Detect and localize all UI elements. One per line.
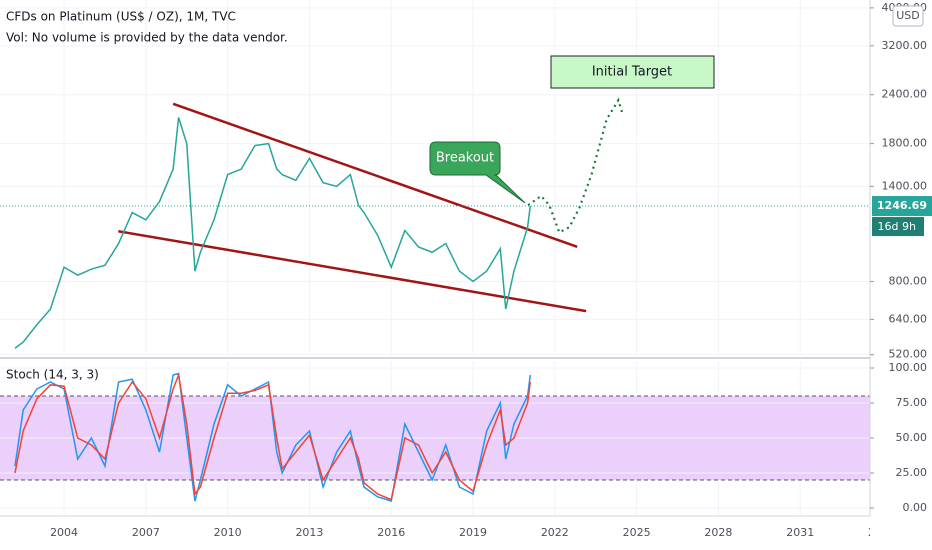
plot xyxy=(0,0,932,517)
axes: 2004 2007 2010 2013 2016 2019 2022 2025 2028 2031… xyxy=(50,0,932,550)
last-price-box xyxy=(872,196,932,217)
y-tick-label: 0.00 xyxy=(903,501,928,514)
currency-label: USD xyxy=(896,9,920,22)
chart-subtitle: Vol: No volume is provided by the data v… xyxy=(6,31,288,45)
price-line xyxy=(14,372,532,501)
x-tick-label: 2025 xyxy=(623,526,651,539)
chart-title: CFDs on Platinum (US$ / OZ), 1M, TVC xyxy=(6,10,236,24)
breakout-callout xyxy=(429,141,526,204)
y-tick-label: 3200.00 xyxy=(882,39,928,52)
y-tick-label: 50.00 xyxy=(896,431,928,444)
currency-box xyxy=(892,5,924,27)
countdown-box xyxy=(872,217,924,237)
trendline xyxy=(172,102,578,248)
y-tick-label: 75.00 xyxy=(896,396,928,409)
price-axis-bg xyxy=(870,0,932,550)
y-tick-label: 520.00 xyxy=(889,348,928,361)
y-tick-label: 800.00 xyxy=(889,274,928,287)
x-tick-label: 2028 xyxy=(704,526,732,539)
x-tick-label: 2004 xyxy=(50,526,78,539)
price-line xyxy=(14,117,532,349)
x-tick-label: 2013 xyxy=(295,526,323,539)
target-box xyxy=(550,55,715,89)
breakout-label: Breakout xyxy=(436,151,494,166)
y-tick-label: 2400.00 xyxy=(882,88,928,101)
projection-path xyxy=(527,97,625,234)
x-tick-label: 2007 xyxy=(132,526,160,539)
stoch-title: Stoch (14, 3, 3) xyxy=(6,368,99,382)
x-tick-label: 2019 xyxy=(459,526,487,539)
y-tick-label: 640.00 xyxy=(889,312,928,325)
x-tick-label: 2010 xyxy=(214,526,242,539)
last-price-label: 1246.69 xyxy=(877,199,927,212)
x-tick-label: 2022 xyxy=(541,526,569,539)
y-tick-label: 1800.00 xyxy=(882,137,928,150)
y-tick-label: 100.00 xyxy=(889,361,928,374)
annotations: Initial Target Breakout xyxy=(429,55,715,204)
y-tick-label: 1400.00 xyxy=(882,179,928,192)
countdown-label: 16d 9h xyxy=(878,220,916,233)
x-tick-label: 2031 xyxy=(786,526,814,539)
x-tick-label: 2016 xyxy=(377,526,405,539)
target-label: Initial Target xyxy=(592,65,672,80)
y-tick-label: 25.00 xyxy=(896,466,928,479)
